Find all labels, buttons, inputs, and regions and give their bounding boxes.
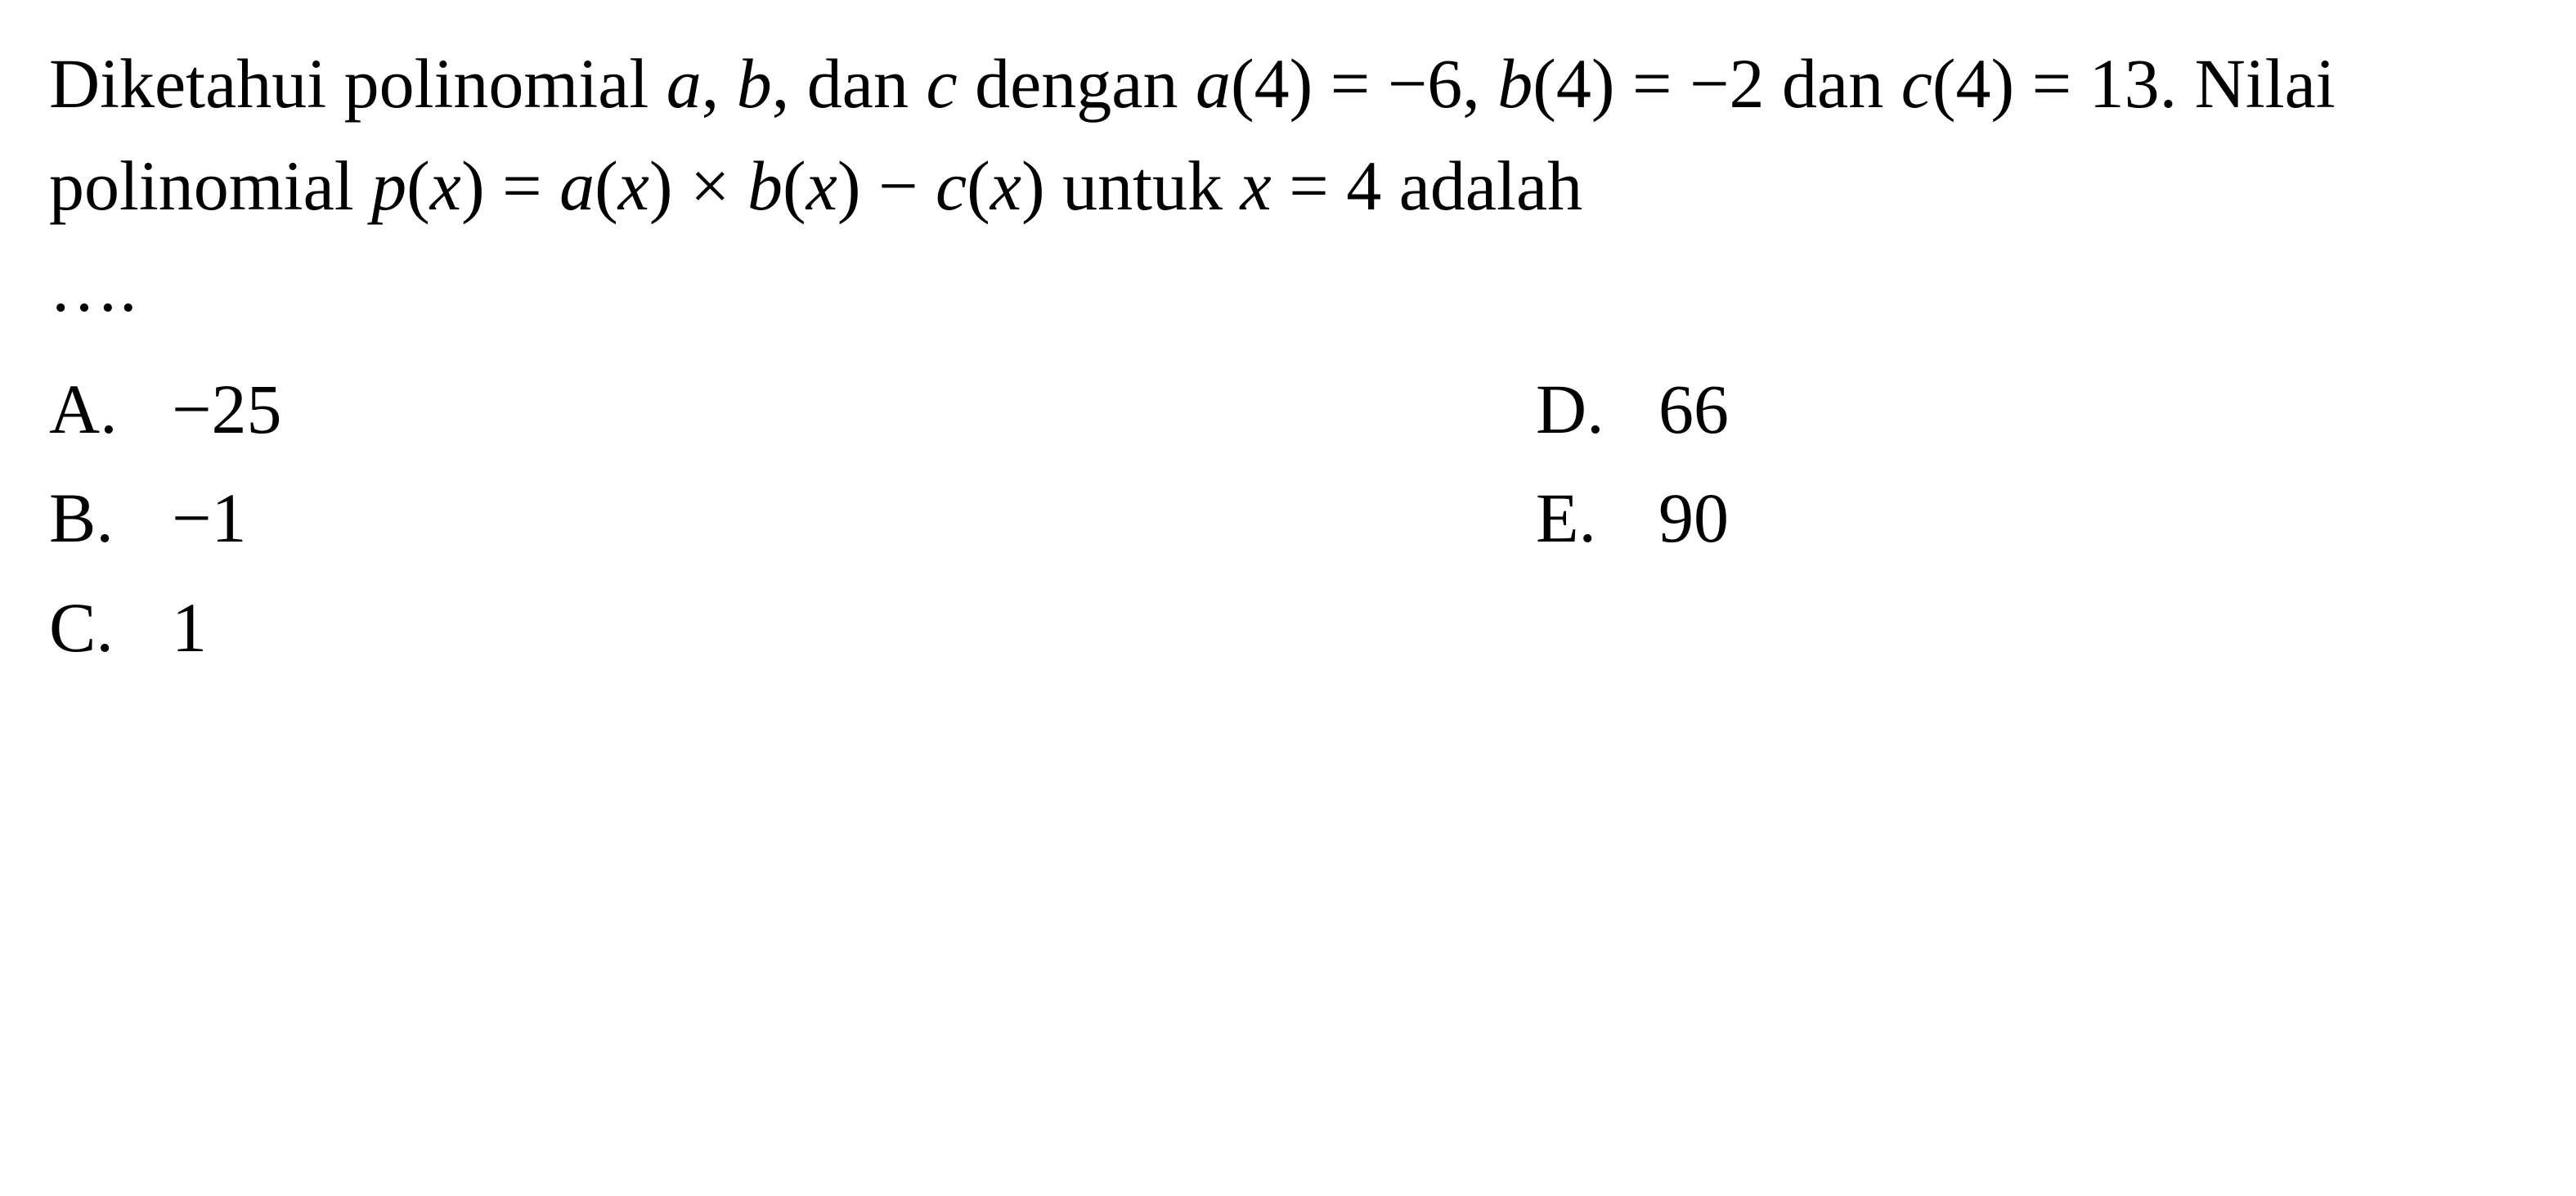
text-part: (4) = <box>1231 44 1388 123</box>
answer-options: A. −25 B. −1 C. 1 D. 66 E. 90 <box>49 355 2527 682</box>
text-part: ( <box>406 146 430 225</box>
option-value: 1 <box>172 573 1536 682</box>
variable-b: b <box>737 44 772 123</box>
option-letter: B. <box>49 464 172 573</box>
text-part: ) untuk <box>1021 146 1241 225</box>
expr-bx: b <box>747 146 783 225</box>
text-part: −6, <box>1388 44 1498 123</box>
text-part: ( <box>967 146 990 225</box>
text-part: Diketahui polinomial <box>49 44 666 123</box>
var-x: x <box>1241 146 1272 225</box>
option-letter: E. <box>1536 464 1658 573</box>
text-part: ) = <box>461 146 559 225</box>
expr-cx: c <box>936 146 967 225</box>
option-c[interactable]: C. 1 <box>49 573 1536 682</box>
expr-c: c <box>1901 44 1932 123</box>
text-part: ( <box>595 146 618 225</box>
var-x: x <box>806 146 837 225</box>
option-value: −25 <box>172 355 1536 464</box>
option-letter: C. <box>49 573 172 682</box>
option-a[interactable]: A. −25 <box>49 355 1536 464</box>
text-part: ( <box>783 146 806 225</box>
option-letter: A. <box>49 355 172 464</box>
text-part: (4) = −2 dan <box>1533 44 1901 123</box>
option-b[interactable]: B. −1 <box>49 464 1536 573</box>
variable-a: a <box>666 44 702 123</box>
option-e[interactable]: E. 90 <box>1536 464 2527 573</box>
question-stem: Diketahui polinomial a, b, dan c dengan … <box>49 33 2527 339</box>
text-part: = 4 adalah <box>1272 146 1582 225</box>
ellipsis: …. <box>49 248 137 326</box>
var-x: x <box>618 146 649 225</box>
var-x: x <box>430 146 461 225</box>
option-value: 66 <box>1658 355 2527 464</box>
text-part: ) × <box>649 146 747 225</box>
text-part: , <box>702 44 737 123</box>
text-part: , dan <box>772 44 927 123</box>
variable-c: c <box>926 44 957 123</box>
expr-a: a <box>1196 44 1231 123</box>
expr-b: b <box>1497 44 1533 123</box>
var-x: x <box>990 146 1021 225</box>
options-column-right: D. 66 E. 90 <box>1536 355 2527 682</box>
option-letter: D. <box>1536 355 1658 464</box>
text-part: dengan <box>958 44 1196 123</box>
option-value: −1 <box>172 464 1536 573</box>
expr-p: p <box>371 146 406 225</box>
options-column-left: A. −25 B. −1 C. 1 <box>49 355 1536 682</box>
text-part: ) − <box>837 146 936 225</box>
option-d[interactable]: D. 66 <box>1536 355 2527 464</box>
option-value: 90 <box>1658 464 2527 573</box>
expr-ax: a <box>559 146 595 225</box>
